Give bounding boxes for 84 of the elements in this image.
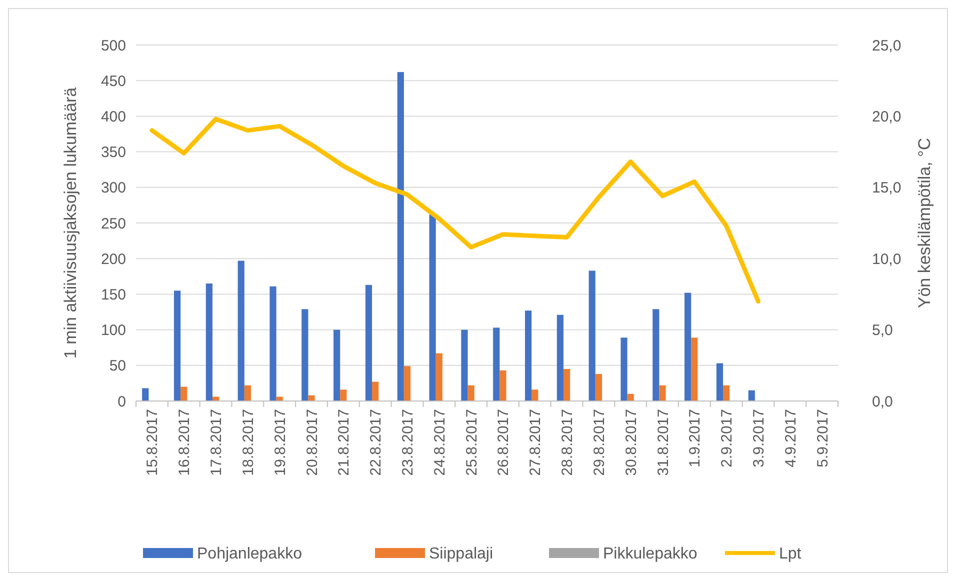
x-tick-label: 28.8.2017 [559,409,576,476]
bar [238,260,244,401]
x-tick-label: 21.8.2017 [336,409,353,476]
x-tick-label: 27.8.2017 [527,409,544,476]
x-tick-label: 4.9.2017 [782,409,800,468]
x-tick-label: 30.8.2017 [622,409,640,476]
bar [340,390,347,401]
bar [206,284,212,401]
y2-tick-label: 20,0 [872,108,902,126]
bar [652,309,660,401]
y-tick-label: 200 [100,250,126,268]
y-tick-label: 100 [100,322,126,340]
y-tick-label: 450 [100,72,126,90]
bar [302,309,308,401]
bar [588,270,596,401]
bar [620,338,628,401]
x-tick-label: 18.8.2017 [240,409,257,476]
bar [748,390,755,401]
bar [532,390,538,401]
x-tick-label: 22.8.2017 [368,409,385,476]
x-tick-label: 17.8.2017 [208,409,226,476]
y2-tick-label: 15,0 [872,180,902,197]
x-tick-label: 5.9.2017 [814,409,832,468]
bar [174,290,181,401]
bar [244,385,251,401]
bar [684,292,692,401]
y-tick-label: 300 [100,180,126,197]
y-axis-title: 1 min aktiivisuusjaksojen lukumäärä [61,86,80,359]
x-tick-label: 31.8.2017 [654,409,672,476]
bar [429,214,436,401]
bar [142,388,149,401]
bar [468,385,474,401]
legend-label: Siippalaji [429,546,494,563]
bar [691,338,698,401]
bar [365,284,372,401]
legend-label: Lpt [779,546,802,563]
x-tick-label: 29.8.2017 [590,409,608,476]
x-tick-label: 26.8.2017 [495,409,512,476]
y-tick-label: 50 [109,358,126,375]
bar [372,382,379,401]
bar [404,366,411,401]
bar [500,370,506,401]
y-tick-label: 0 [118,393,126,410]
x-tick-label: 25.8.2017 [463,409,480,476]
bar [334,330,340,401]
bar [212,396,220,401]
bar [436,353,442,401]
line-series [150,116,760,304]
bar [180,386,188,401]
bar [627,394,634,401]
x-tick-label: 23.8.2017 [399,409,416,476]
bar [716,363,724,401]
x-tick-label: 16.8.2017 [176,409,194,476]
bar [276,396,283,401]
bar [563,368,570,401]
bar [397,72,404,401]
bar [524,310,532,401]
x-tick-label: 3.9.2017 [750,409,768,468]
x-tick-label: 15.8.2017 [144,409,162,476]
x-tick-label: 19.8.2017 [272,409,289,476]
bar [493,328,500,401]
bar [595,374,602,401]
legend-label: Pikkulepakko [603,546,698,563]
y2-axis-title: Yön keskilämpötila, °C [915,138,934,308]
legend-label: Pohjanlepakko [197,546,302,563]
y2-tick-label: 25,0 [872,37,902,54]
bar [461,330,468,401]
y-tick-label: 500 [100,37,126,54]
bar [270,286,276,401]
x-tick-label: 20.8.2017 [304,409,321,476]
x-tick-label: 2.9.2017 [718,409,736,468]
y-tick-label: 250 [100,215,126,232]
bar [556,314,564,401]
y-tick-label: 150 [100,286,126,304]
bar [659,385,666,401]
y-tick-label: 350 [100,144,126,162]
x-tick-label: 24.8.2017 [431,409,448,476]
y2-tick-label: 5,0 [872,322,893,340]
x-tick-label: 1.9.2017 [686,409,704,468]
bar [308,395,315,401]
bar [723,385,730,401]
y2-tick-label: 10,0 [872,250,902,268]
y-tick-label: 400 [100,108,126,126]
y2-tick-label: 0,0 [872,393,893,410]
